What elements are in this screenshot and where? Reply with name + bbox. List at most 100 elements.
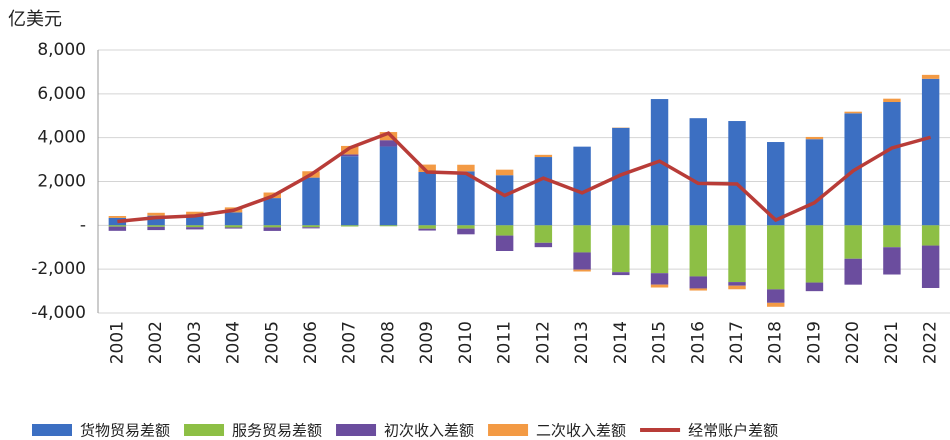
- x-tick-label: 2018: [766, 321, 786, 364]
- bar-segment: [767, 142, 785, 226]
- bar-segment: [573, 269, 591, 272]
- bar-segment: [186, 227, 204, 230]
- y-tick-label: -2,000: [31, 259, 86, 279]
- bar-segment: [147, 226, 165, 231]
- bar-segment: [805, 225, 824, 283]
- bar-segment: [728, 285, 746, 290]
- x-tick-label: 2019: [804, 321, 824, 364]
- bar-segment: [805, 136, 824, 140]
- bar-segment: [689, 276, 707, 289]
- bar-segment: [844, 258, 862, 285]
- bar-segment: [379, 140, 398, 147]
- legend-label: 二次收入差额: [536, 422, 626, 440]
- bar-segment: [457, 228, 475, 235]
- legend-label: 服务贸易差额: [232, 422, 322, 440]
- bar-segment: [224, 225, 243, 228]
- bar-segment: [921, 225, 940, 246]
- bar-segment: [147, 215, 165, 226]
- y-axis-label: 亿美元: [8, 9, 62, 30]
- bar-segment: [418, 228, 436, 231]
- line: [117, 131, 932, 224]
- legend-swatch: [32, 424, 72, 436]
- bar-segment: [418, 225, 436, 229]
- bar-segment: [921, 74, 940, 79]
- bar-segment: [573, 252, 591, 270]
- bar-segment: [379, 132, 398, 141]
- bar-segment: [418, 164, 436, 172]
- bar-segment: [728, 282, 746, 286]
- bar-segment: [689, 225, 707, 277]
- bar-segment: [224, 227, 243, 229]
- bar-segment: [534, 157, 553, 226]
- bar-segment: [108, 217, 127, 226]
- y-tick-label: -: [80, 215, 86, 235]
- bar-segment: [883, 98, 901, 103]
- bar-segment: [147, 225, 165, 227]
- bar-segment: [147, 212, 165, 216]
- x-tick-label: 2016: [688, 321, 708, 364]
- x-tick-label: 2022: [921, 321, 941, 364]
- bar-segment: [341, 154, 359, 157]
- bar-segment: [379, 146, 398, 226]
- bar-segment: [495, 169, 514, 176]
- bar-segment: [341, 156, 359, 226]
- bar-segment: [534, 225, 553, 243]
- x-tick-label: 2009: [417, 321, 437, 364]
- x-tick-label: 2011: [495, 321, 515, 364]
- bar-segment: [418, 171, 436, 226]
- bar-segment: [108, 226, 127, 231]
- bar-segment: [263, 198, 281, 226]
- bar-segment: [495, 225, 514, 236]
- x-tick-label: 2001: [107, 321, 127, 364]
- x-tick-label: 2003: [185, 321, 205, 364]
- legend-swatch: [336, 424, 377, 436]
- bar-segment: [612, 272, 630, 276]
- bar-segment: [379, 225, 398, 227]
- x-tick-label: 2004: [224, 321, 244, 364]
- bar-segment: [302, 177, 320, 226]
- bar-segment: [263, 225, 281, 228]
- x-tick-label: 2007: [340, 321, 360, 364]
- x-tick-label: 2013: [572, 321, 592, 364]
- bar-segment: [341, 225, 359, 227]
- bar-segment: [767, 289, 785, 303]
- legend-label: 货物贸易差额: [80, 422, 170, 440]
- bar-segment: [302, 225, 320, 228]
- y-tick-label: 6,000: [37, 84, 86, 104]
- y-tick-label: 2,000: [37, 172, 86, 192]
- bar-segment: [186, 215, 204, 226]
- bar-segment: [457, 164, 475, 172]
- x-tick-label: 2015: [650, 321, 670, 364]
- bar-segment: [805, 282, 824, 292]
- bar-segment: [263, 227, 281, 231]
- bar-segment: [457, 171, 475, 226]
- bar-segment: [883, 225, 901, 248]
- bar-segment: [224, 212, 243, 226]
- x-tick-label: 2002: [146, 321, 166, 364]
- x-tick-label: 2017: [727, 321, 747, 364]
- bar-segment: [883, 247, 901, 275]
- bar-segment: [883, 102, 901, 226]
- y-tick-label: 4,000: [37, 128, 86, 148]
- bar-segment: [186, 211, 204, 216]
- bar-segment: [612, 225, 630, 273]
- bar-segment: [921, 78, 940, 226]
- bar-segment: [650, 284, 669, 288]
- bar-segment: [844, 225, 862, 259]
- x-tick-label: 2010: [456, 321, 476, 364]
- bar-segment: [534, 154, 553, 158]
- bar-segment: [805, 139, 824, 226]
- legend-swatch: [184, 424, 225, 436]
- bar-segment: [921, 245, 940, 288]
- x-tick-label: 2006: [301, 321, 321, 364]
- x-tick-label: 2005: [262, 321, 282, 364]
- legend-label: 初次收入差额: [384, 422, 474, 440]
- bar-segment: [728, 121, 746, 226]
- bar-segment: [650, 225, 669, 274]
- bar-segment: [650, 273, 669, 285]
- bar-segment: [689, 118, 707, 226]
- legend-label: 经常账户差额: [688, 422, 778, 440]
- bar-segment: [767, 225, 785, 290]
- bar-segment: [689, 288, 707, 291]
